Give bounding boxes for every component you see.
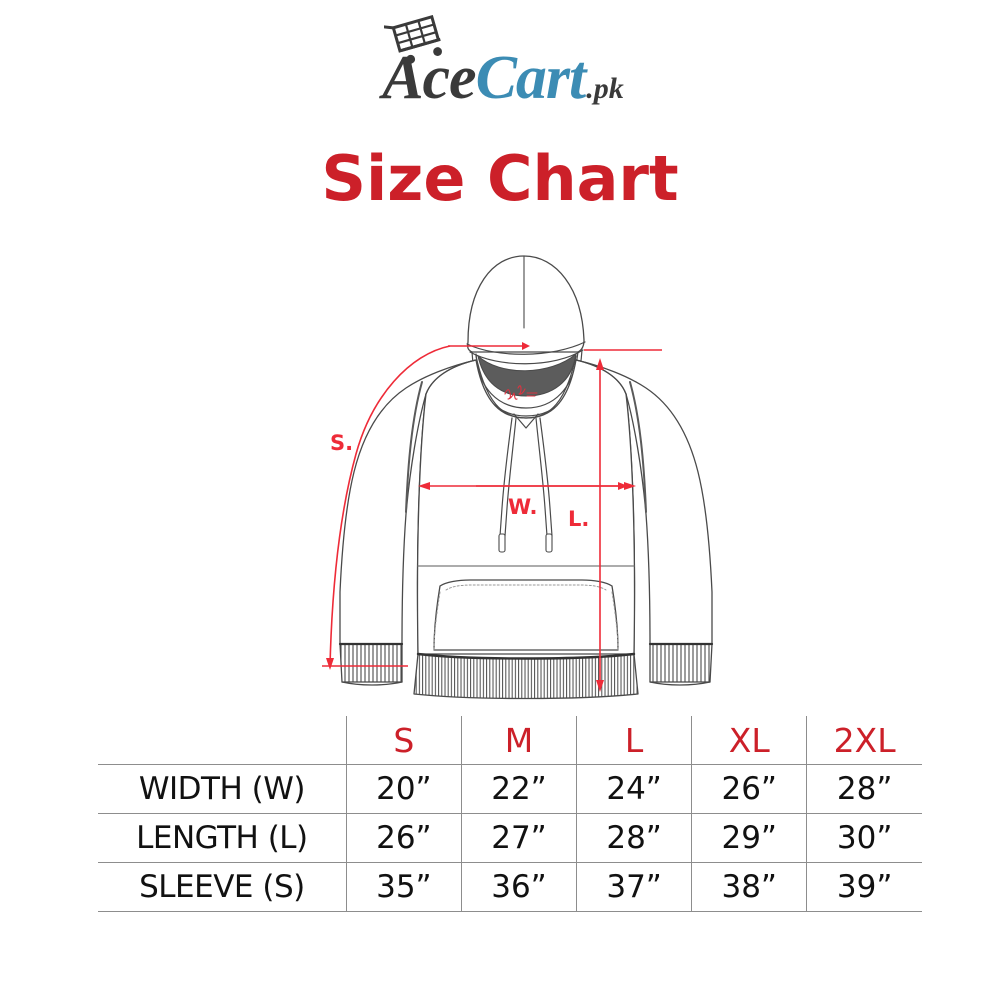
cell-width-l: 24” [576, 764, 692, 814]
cell-length-m: 27” [460, 813, 577, 863]
cell-width-2xl: 28” [806, 764, 922, 814]
cell-length-xl: 29” [691, 813, 807, 863]
row-label-width: WIDTH (W) [98, 764, 347, 814]
size-chart-table: S M L XL 2XL WIDTH (W) 20” 22” 24” 26” 2… [98, 716, 922, 912]
measure-label-sleeve: S. [330, 431, 353, 455]
table-row: SLEEVE (S) 35” 36” 37” 38” 39” [98, 862, 922, 912]
cell-sleeve-2xl: 39” [806, 862, 922, 912]
table-row: LENGTH (L) 26” 27” 28” 29” 30” [98, 813, 922, 863]
cell-sleeve-l: 37” [576, 862, 692, 912]
header-corner-blank [98, 716, 346, 765]
header-size-s: S [345, 716, 462, 765]
cell-length-s: 26” [345, 813, 462, 863]
measure-label-length: L. [568, 507, 589, 531]
header-size-m: M [460, 716, 577, 765]
logo-text-tld: .pk [586, 72, 624, 105]
brand-logo: Ace Cart .pk [0, 15, 1000, 118]
header-size-l: L [576, 716, 692, 765]
header-size-2xl: 2XL [806, 716, 922, 765]
row-label-length: LENGTH (L) [98, 813, 347, 863]
row-label-sleeve: SLEEVE (S) [98, 862, 347, 912]
cell-width-xl: 26” [691, 764, 807, 814]
cell-width-m: 22” [460, 764, 577, 814]
cell-length-l: 28” [576, 813, 692, 863]
logo-text-cart: Cart [475, 44, 587, 112]
logo-wordmark: Ace Cart .pk [376, 15, 624, 112]
table-row: WIDTH (W) 20” 22” 24” 26” 28” [98, 764, 922, 814]
cell-sleeve-m: 36” [460, 862, 577, 912]
shopping-cart-icon [384, 15, 443, 64]
header-size-xl: XL [691, 716, 807, 765]
cell-sleeve-s: 35” [345, 862, 462, 912]
cell-sleeve-xl: 38” [691, 862, 807, 912]
cell-width-s: 20” [345, 764, 462, 814]
logo-text-ace: Ace [382, 44, 476, 112]
measure-label-width: W. [508, 495, 537, 519]
cell-length-2xl: 30” [806, 813, 922, 863]
page-title: Size Chart [321, 142, 679, 215]
table-header-row: S M L XL 2XL [98, 716, 922, 765]
hoodie-illustration: S. W. L. [300, 236, 720, 706]
